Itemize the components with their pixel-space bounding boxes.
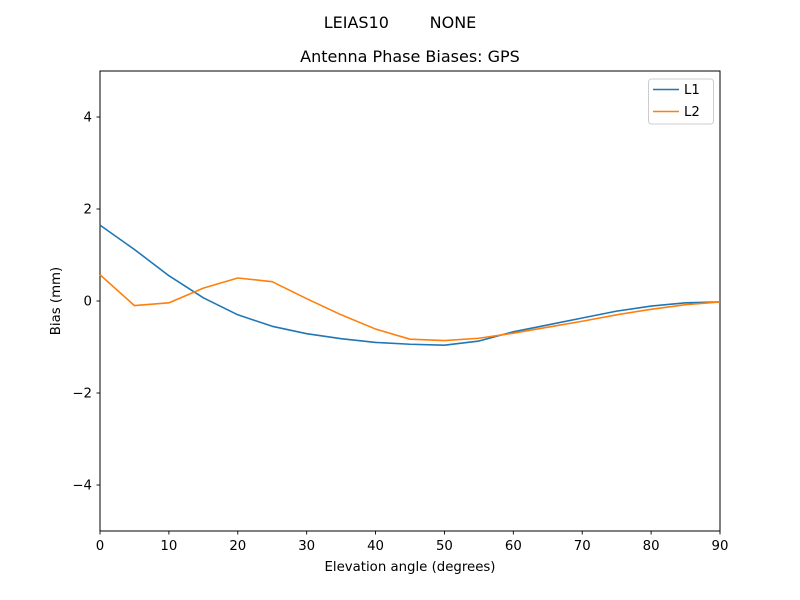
y-tick-label: 0	[84, 295, 92, 310]
y-tick-label: 4	[84, 111, 92, 126]
line-l2	[99, 274, 721, 342]
y-tick-label: −4	[72, 479, 92, 494]
x-tick-label: 10	[160, 539, 177, 554]
x-tick-label: 0	[96, 539, 104, 554]
x-tick-label: 80	[643, 539, 660, 554]
data-series	[99, 224, 721, 346]
legend-box	[648, 78, 714, 125]
x-tick-label: 70	[574, 539, 591, 554]
plot-frame	[99, 70, 721, 532]
x-tick-label: 50	[436, 539, 453, 554]
x-axis-label: Elevation angle (degrees)	[324, 560, 496, 575]
x-tick-label: 20	[229, 539, 246, 554]
legend-label-l2: L2	[684, 105, 700, 120]
legend-label-l1: L1	[684, 83, 700, 98]
x-tick-label: 90	[712, 539, 729, 554]
chart-title: Antenna Phase Biases: GPS	[300, 47, 520, 66]
figure-suptitle: LEIAS10 NONE	[323, 13, 477, 32]
x-tick-label: 40	[367, 539, 384, 554]
line-l1	[99, 224, 721, 346]
y-axis-ticks: −4 −2 0 2 4	[72, 111, 100, 494]
x-axis-ticks: 0 10 20 30 40 50 60 70 80 90	[96, 531, 729, 554]
y-tick-label: −2	[72, 387, 92, 402]
y-tick-label: 2	[84, 203, 92, 218]
x-tick-label: 30	[298, 539, 315, 554]
legend: L1 L2	[648, 78, 714, 125]
x-tick-label: 60	[505, 539, 522, 554]
